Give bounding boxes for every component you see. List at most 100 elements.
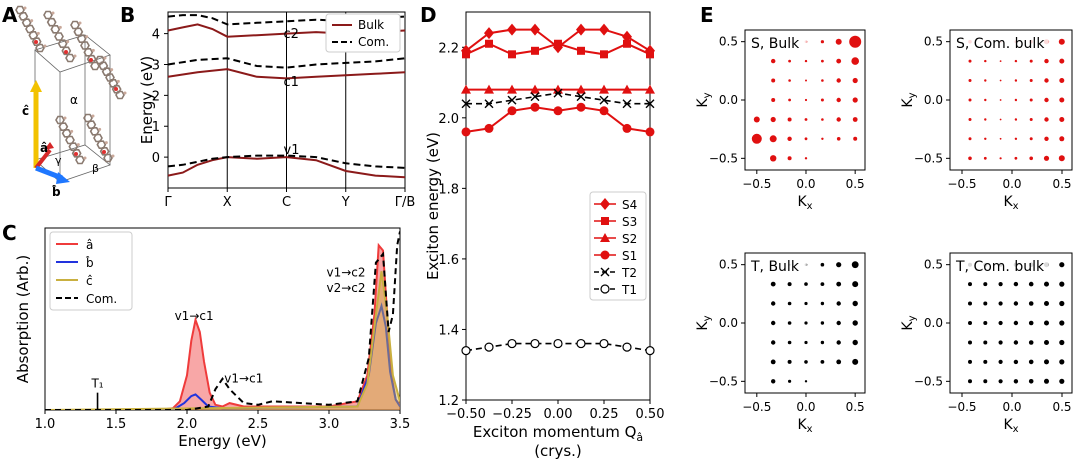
k-weight-dot [998, 301, 1003, 306]
x-tick-label: 0.25 [590, 407, 619, 422]
exciton-point-s1 [530, 102, 540, 112]
k-weight-dot [751, 133, 762, 144]
molecule-ring [15, 5, 25, 15]
k-weight-dot [998, 340, 1003, 345]
exciton-point-t2 [530, 92, 540, 102]
k-weight-dot [788, 379, 792, 383]
hydrogen-atom [30, 19, 34, 23]
legend-label: b̂ [86, 256, 94, 270]
k-weight-dot [1044, 340, 1049, 345]
k-weight-dot [1029, 118, 1033, 121]
x-tick-label: 3.0 [319, 417, 340, 432]
molecule-ring [28, 31, 39, 40]
y-axis-label: Ky [695, 315, 713, 330]
k-weight-dot [804, 360, 808, 364]
peak-annotation: v1→c1 [224, 371, 263, 385]
plot-frame [44, 227, 401, 411]
k-weight-dot [984, 137, 987, 140]
k-weight-dot [1059, 262, 1065, 268]
hydrogen-atom [23, 6, 27, 10]
k-weight-dot [1059, 339, 1065, 346]
k-weight-dot [984, 98, 987, 102]
k-weight-dot [1059, 378, 1065, 384]
exciton-point-s2 [507, 84, 517, 94]
exciton-point-t1 [530, 338, 540, 349]
y-tick-label: 0.5 [719, 258, 738, 272]
k-weight-dot [849, 35, 862, 48]
y-axis-label: Absorption (Arb.) [14, 255, 32, 383]
molecule-ring [96, 140, 107, 149]
k-weight-dot [1044, 97, 1049, 103]
exciton-point-s2 [645, 84, 655, 94]
exciton-point-t2 [622, 99, 632, 109]
k-weight-dot [820, 340, 825, 345]
k-weight-dot [968, 59, 972, 63]
exciton-point-t1 [622, 342, 632, 352]
subplot-title: S, Bulk [751, 36, 800, 52]
y-tick-label: −0.5 [709, 374, 738, 388]
x-axis-label: Kx [797, 194, 812, 212]
band-line-com [167, 154, 406, 169]
k-weight-dot [836, 117, 841, 122]
k-weight-dot [851, 57, 859, 65]
legend-marker [600, 267, 610, 277]
k-weight-dot [983, 282, 988, 287]
k-weight-dot [1014, 79, 1018, 82]
k-weight-dot [820, 301, 825, 306]
y-axis-label-subscript: y [907, 315, 918, 321]
exciton-point-t1 [553, 338, 563, 349]
k-weight-dot [836, 262, 842, 268]
exciton-point-t1 [461, 346, 471, 356]
legend-marker [600, 250, 610, 260]
x-tick-label: C [282, 195, 291, 210]
y-tick-label: 0 [152, 151, 160, 166]
absorption-series-a-fill [45, 245, 400, 410]
k-weight-dot [804, 118, 808, 121]
y-tick-label: 0.5 [924, 35, 943, 49]
k-weight-dot [968, 79, 972, 82]
k-weight-dot [836, 137, 841, 141]
exciton-point-t2 [599, 95, 609, 105]
hydrogen-atom [70, 129, 74, 133]
molecule-ring [75, 155, 85, 165]
hydrogen-atom [76, 143, 80, 147]
k-weight-dot [788, 98, 791, 102]
k-distribution-subplot: −0.5 0.0 0.5 −0.5 0.0 0.5 Kx Ky S, Com. bulk [900, 29, 1073, 212]
k-weight-dot [1013, 379, 1019, 384]
molecule-chains [15, 5, 127, 165]
k-weight-dot [787, 321, 792, 325]
k-weight-dot [1059, 58, 1065, 64]
y-axis-label-subscript: y [702, 92, 713, 98]
k-weight-dot [836, 281, 842, 287]
exciton-point-s4 [530, 23, 540, 36]
y-tick-label: −0.5 [914, 374, 943, 388]
y-tick-label: 2.2 [438, 41, 459, 56]
band-label: c2 [284, 27, 299, 42]
y-tick-label: 0.0 [719, 93, 738, 107]
k-weight-dot [1013, 301, 1019, 306]
k-weight-dot [836, 97, 841, 103]
molecule-ring [61, 129, 72, 138]
x-tick-label: −0.5 [947, 177, 976, 191]
molecule-ring [25, 24, 35, 34]
k-weight-dot [1014, 137, 1018, 140]
y-tick-label: 3 [152, 58, 160, 73]
c-axis-arrow [30, 80, 42, 168]
x-axis-label-subscript: â [636, 431, 643, 444]
legend-label: â [86, 238, 93, 252]
absorption-spectrum-chart: 1.0 1.5 2.0 2.5 3.0 3.5 Energy (eV) Absorption … [14, 227, 410, 450]
molecule-ring [50, 25, 61, 34]
exciton-point-s2 [599, 84, 609, 94]
k-weight-dot [983, 340, 988, 345]
y-axis-label: Exciton energy (eV) [424, 132, 442, 280]
molecule-ring [21, 18, 32, 27]
x-tick-label: 0.50 [636, 407, 665, 422]
y-tick-label: 1.4 [438, 323, 459, 338]
exciton-point-s2 [484, 84, 494, 94]
y-tick-label: 0.5 [719, 35, 738, 49]
molecule-ring [86, 120, 97, 129]
b-axis-label: b̂ [51, 185, 61, 199]
y-axis-label: Ky [900, 315, 918, 330]
